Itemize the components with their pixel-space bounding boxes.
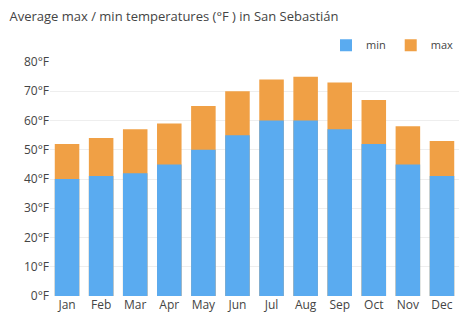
svg-text:Oct: Oct <box>364 296 383 313</box>
svg-text:Feb: Feb <box>91 296 111 313</box>
svg-text:10°F: 10°F <box>24 258 49 275</box>
svg-text:0°F: 0°F <box>31 287 49 304</box>
svg-text:Jul: Jul <box>264 296 279 313</box>
svg-text:Aug: Aug <box>295 296 317 313</box>
svg-text:Jan: Jan <box>57 296 75 313</box>
svg-text:max: max <box>431 37 453 52</box>
svg-text:60°F: 60°F <box>24 112 49 129</box>
svg-text:20°F: 20°F <box>24 229 49 246</box>
svg-text:Average max / min temperatures: Average max / min temperatures (°F ) in … <box>9 7 338 25</box>
svg-text:min: min <box>366 37 386 52</box>
svg-text:50°F: 50°F <box>24 141 49 158</box>
svg-text:Nov: Nov <box>397 296 419 313</box>
svg-text:30°F: 30°F <box>24 199 49 216</box>
svg-text:Mar: Mar <box>124 296 146 313</box>
svg-text:Jun: Jun <box>227 296 246 313</box>
svg-text:80°F: 80°F <box>24 53 49 70</box>
svg-text:Sep: Sep <box>329 296 350 313</box>
svg-text:Apr: Apr <box>159 296 179 313</box>
svg-text:Dec: Dec <box>431 296 452 313</box>
svg-text:40°F: 40°F <box>24 170 49 187</box>
svg-text:70°F: 70°F <box>24 82 49 99</box>
svg-text:May: May <box>192 296 216 313</box>
